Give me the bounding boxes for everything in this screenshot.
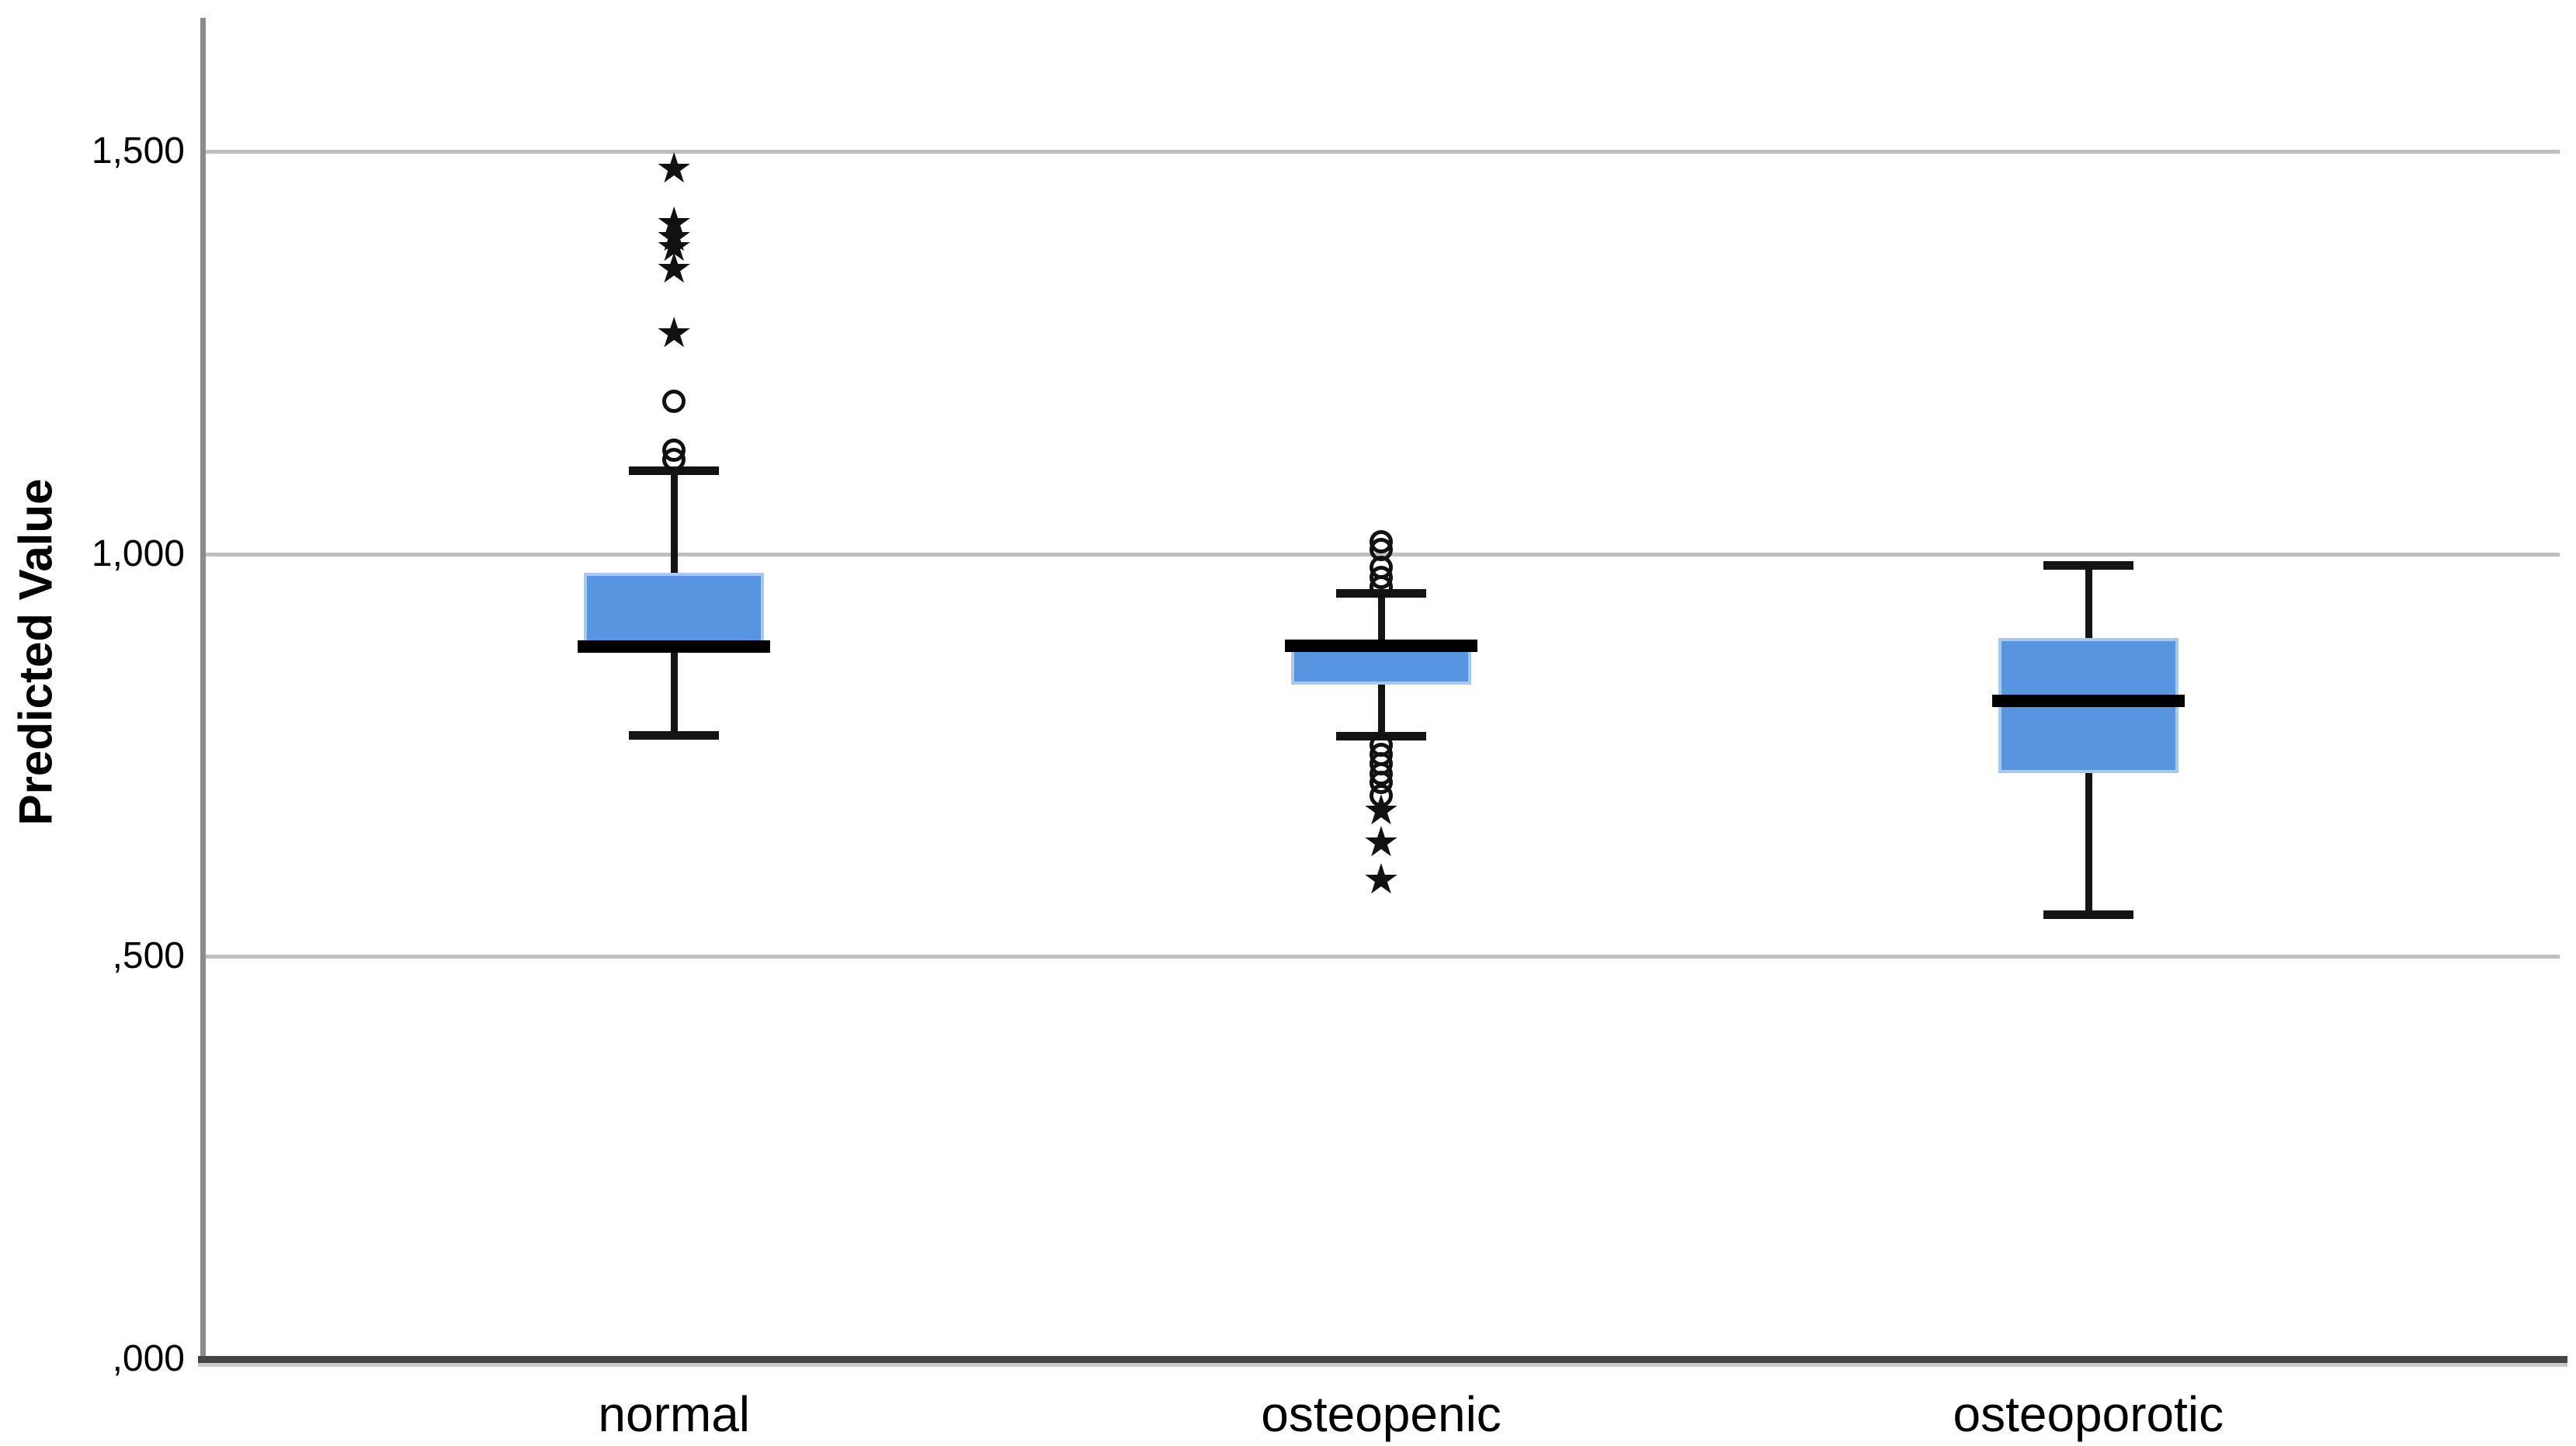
gridline bbox=[203, 150, 2560, 154]
extreme-outlier-icon: ★ bbox=[654, 310, 693, 357]
x-axis-line bbox=[198, 1356, 2567, 1363]
mild-outlier-icon bbox=[1370, 783, 1393, 807]
mild-outlier-icon bbox=[1370, 575, 1393, 599]
extreme-outlier-icon: ★ bbox=[654, 245, 693, 293]
extreme-outlier-icon: ★ bbox=[654, 224, 693, 271]
x-category-label: normal bbox=[598, 1386, 750, 1442]
extreme-outlier-icon: ★ bbox=[1362, 786, 1401, 834]
extreme-outlier-icon: ★ bbox=[1362, 855, 1401, 903]
whisker-lower-stem bbox=[671, 652, 679, 736]
gridline bbox=[203, 955, 2560, 959]
x-category-label: osteoporotic bbox=[1953, 1386, 2224, 1442]
y-axis-line bbox=[200, 18, 206, 1365]
median-line bbox=[1991, 695, 2185, 708]
y-tick-label: 1,500 bbox=[91, 130, 185, 172]
whisker-upper-stem bbox=[2085, 565, 2092, 638]
whisker-lower-cap bbox=[2043, 910, 2133, 920]
whisker-upper-cap bbox=[2043, 561, 2133, 570]
whisker-upper-stem bbox=[671, 470, 679, 573]
mild-outlier-icon bbox=[662, 438, 686, 462]
whisker-lower-stem bbox=[1378, 684, 1385, 737]
whisker-lower-stem bbox=[2085, 772, 2092, 915]
y-tick-label: 1,000 bbox=[91, 532, 185, 574]
y-tick-label: ,500 bbox=[112, 935, 185, 977]
extreme-outlier-icon: ★ bbox=[654, 213, 693, 260]
mild-outlier-icon bbox=[662, 389, 686, 413]
whisker-lower-cap bbox=[629, 731, 720, 740]
extreme-outlier-icon: ★ bbox=[654, 144, 693, 192]
x-category-label: osteopenic bbox=[1261, 1386, 1502, 1442]
extreme-outlier-icon: ★ bbox=[1362, 819, 1401, 866]
y-tick-label: ,000 bbox=[112, 1338, 185, 1379]
whisker-upper-stem bbox=[1378, 593, 1385, 642]
extreme-outlier-icon: ★ bbox=[654, 199, 693, 247]
median-line bbox=[578, 640, 771, 653]
median-line bbox=[1285, 639, 1477, 652]
